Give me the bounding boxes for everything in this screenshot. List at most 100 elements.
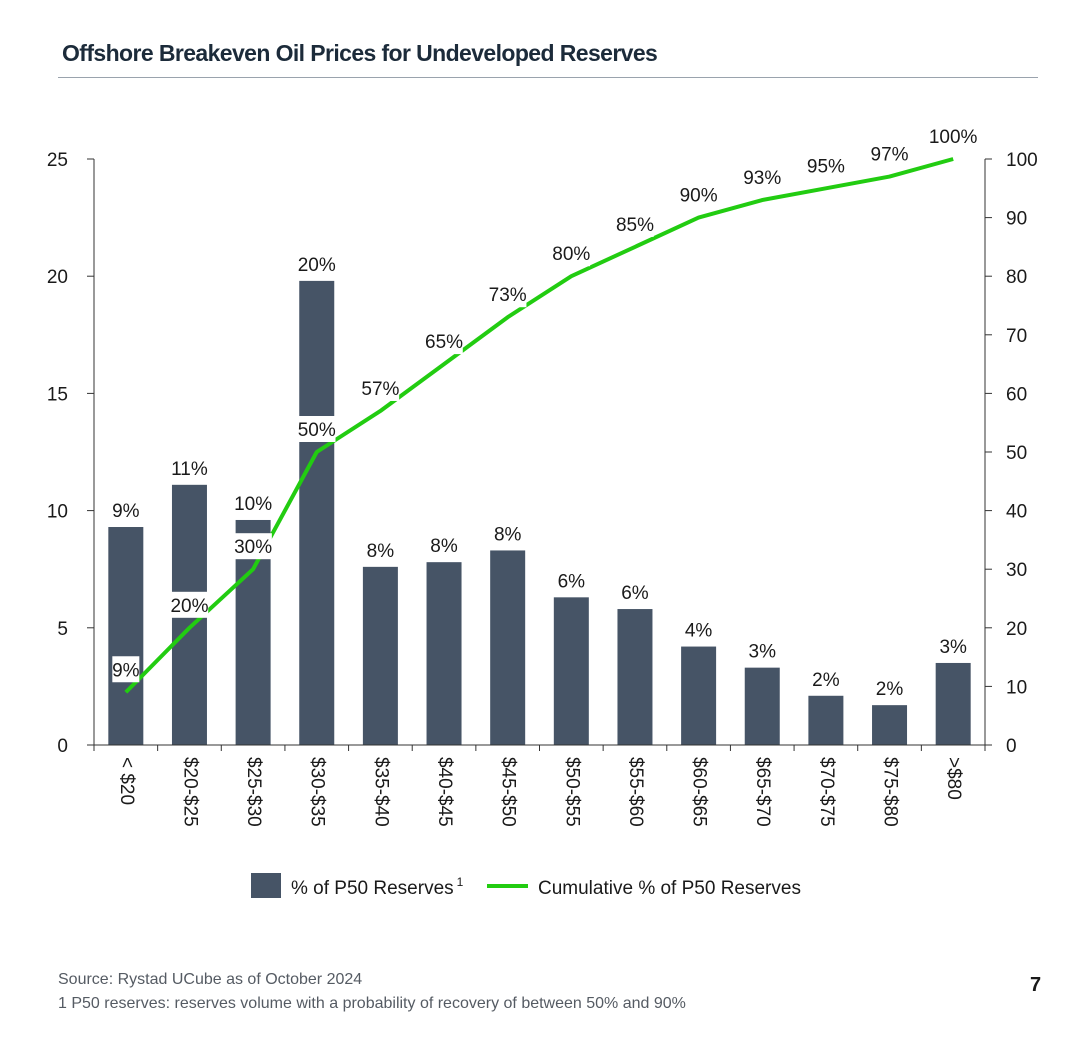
line-label-background [361, 374, 400, 401]
x-axis-category-label: >$80 [943, 757, 964, 800]
line-label-background [298, 416, 336, 442]
line-label-background [425, 328, 463, 355]
bar-value-label: 4% [685, 621, 713, 642]
legend-line-label: Cumulative % of P50 Reserves [538, 878, 801, 899]
line-value-label: 97% [871, 145, 909, 166]
title-divider [58, 77, 1038, 78]
right-axis-tick-label: 80 [1006, 267, 1027, 288]
x-axis-labels: < $20 $20-$25 $25-$30 $30-$35 $35-$40 $40-$45… [93, 744, 986, 827]
x-axis-category-label: $20-$25 [179, 757, 200, 827]
legend-bar-label: % of P50 Reserves 1 [291, 875, 464, 899]
right-axis: 0 10 20 30 40 50 60 70 80 90 100 [984, 150, 1038, 757]
line-value-label: 100% [929, 127, 978, 148]
x-axis-category-label: < $20 [116, 757, 137, 805]
page-number: 7 [1030, 974, 1042, 996]
x-axis-category-label: $55-$60 [625, 757, 646, 827]
right-axis-tick-label: 90 [1006, 209, 1027, 230]
legend: % of P50 Reserves 1 Cumulative % of P50 R… [251, 873, 801, 899]
line-label-background [234, 533, 272, 560]
bar [553, 597, 589, 745]
line-value-label: 73% [489, 285, 527, 306]
bar [362, 566, 398, 745]
line-label-background [870, 140, 909, 167]
right-axis-tick-label: 60 [1006, 384, 1027, 405]
right-axis-tick-label: 20 [1006, 619, 1027, 640]
bar-value-label: 6% [558, 571, 586, 592]
left-axis: 0 5 10 15 20 25 [47, 150, 95, 757]
left-axis-tick-label: 15 [47, 384, 68, 405]
bar [108, 527, 144, 745]
line-label-background [743, 164, 781, 191]
bar-value-label: 8% [430, 536, 458, 557]
x-axis-category-label: $60-$65 [689, 757, 710, 827]
chart: 0 5 10 15 20 25 0 10 20 30 40 50 60 70 80 90 100 9% 11% 1… [46, 123, 1038, 899]
line-label-background [929, 123, 978, 149]
left-axis-tick-label: 5 [57, 619, 68, 640]
page-title: Offshore Breakeven Oil Prices for Undeve… [62, 40, 658, 66]
line-label-background [616, 210, 654, 237]
line-value-label: 50% [298, 420, 336, 441]
line-value-label: 95% [807, 156, 845, 177]
bar [744, 667, 780, 745]
line-label-background [488, 281, 527, 308]
right-axis-tick-label: 30 [1006, 560, 1027, 581]
right-axis-tick-label: 10 [1006, 677, 1027, 698]
right-axis-tick-label: 100 [1006, 150, 1038, 171]
x-axis-category-label: $70-$75 [816, 757, 837, 827]
left-axis-tick-label: 10 [47, 502, 68, 523]
bar [426, 562, 462, 745]
bar [617, 609, 653, 745]
left-axis-tick-label: 0 [57, 736, 68, 757]
footer-note: 1 P50 reserves: reserves volume with a p… [58, 995, 686, 1012]
line-value-label: 85% [616, 215, 654, 236]
line-label-background [112, 656, 140, 683]
left-axis-tick-label: 25 [47, 150, 68, 171]
right-axis-tick-label: 40 [1006, 502, 1027, 523]
bar [872, 705, 908, 745]
line-label-background [807, 152, 845, 179]
bar-value-label: 20% [298, 255, 336, 276]
bar-value-label: 8% [494, 524, 522, 545]
bar-value-label: 2% [876, 679, 904, 700]
right-axis-tick-label: 70 [1006, 326, 1027, 347]
bar [490, 550, 526, 745]
bar-value-label: 10% [234, 494, 272, 515]
bar [935, 662, 971, 745]
line-value-label: 9% [112, 660, 140, 681]
x-axis-category-label: $30-$35 [307, 757, 328, 827]
x-axis-category-label: $65-$70 [752, 757, 773, 827]
line-label-background [679, 181, 718, 208]
legend-bar-name: % of P50 Reserves [291, 878, 454, 899]
bar [681, 646, 717, 745]
bar [808, 695, 844, 745]
right-axis-tick-label: 50 [1006, 443, 1027, 464]
right-axis-tick-label: 0 [1006, 736, 1017, 757]
bar-value-label: 11% [171, 459, 208, 480]
line-value-label: 80% [552, 244, 590, 265]
bar-value-label: 8% [367, 541, 395, 562]
bar-value-label: 3% [939, 637, 967, 658]
footer-source: Source: Rystad UCube as of October 2024 [58, 971, 363, 988]
x-axis-category-label: $25-$30 [243, 757, 264, 827]
x-axis-category-label: $45-$50 [498, 757, 519, 827]
line-label-background [170, 591, 209, 618]
x-axis-category-label: $50-$55 [561, 757, 582, 827]
line-value-label: 93% [743, 168, 781, 189]
left-axis-tick-label: 20 [47, 267, 68, 288]
x-axis-category-label: $75-$80 [880, 757, 901, 827]
line-value-label: 90% [680, 186, 718, 207]
bar-value-label: 6% [621, 583, 649, 604]
legend-bar-swatch [251, 873, 281, 898]
bar-value-label: 9% [112, 501, 140, 522]
line-label-background [552, 240, 591, 267]
line-value-label: 57% [361, 379, 399, 400]
line-value-label: 30% [234, 537, 272, 558]
line-series: 9% 20% 30% 50% 57% 65% 73% 80% 85% 90% 93% 95% 97% 10… [112, 123, 978, 694]
x-axis-category-label: $35-$40 [370, 757, 391, 827]
bar [299, 280, 335, 745]
line-value-label: 65% [425, 332, 463, 353]
bar-value-label: 2% [812, 670, 840, 691]
x-axis-category-label: $40-$45 [434, 757, 455, 827]
line-value-label: 20% [170, 596, 208, 617]
legend-bar-superscript: 1 [457, 875, 464, 889]
